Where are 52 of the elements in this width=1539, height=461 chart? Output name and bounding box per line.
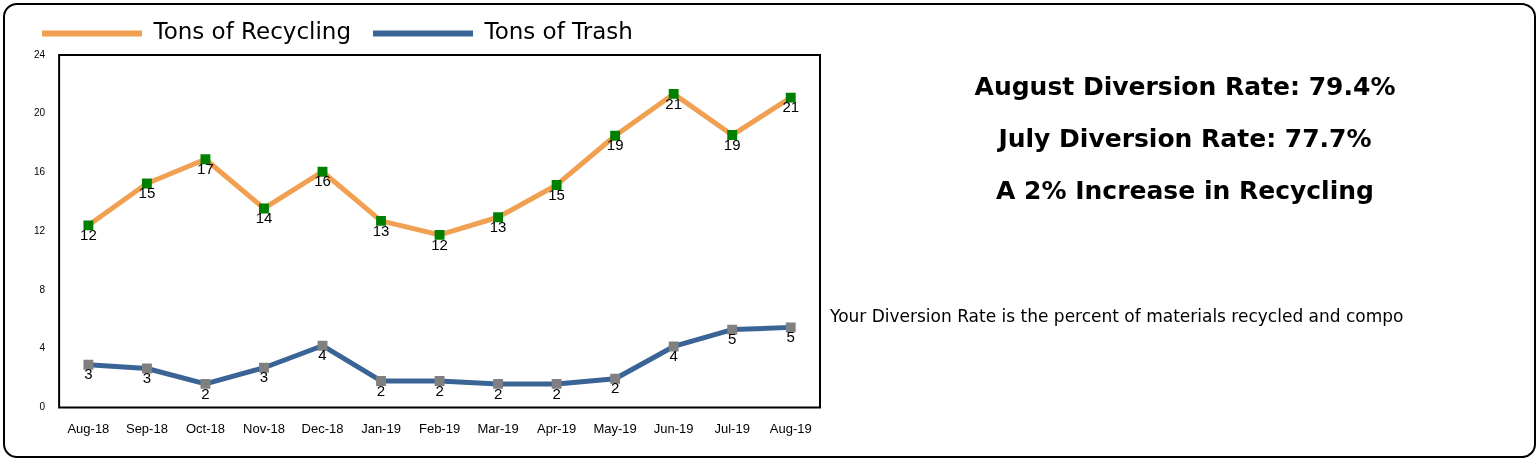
- data-label: 3: [259, 368, 269, 386]
- data-label: 15: [548, 185, 565, 203]
- x-tick-label: Oct-18: [185, 420, 225, 436]
- y-tick-label: 12: [34, 224, 46, 236]
- data-label: 5: [728, 330, 737, 348]
- data-label: 4: [669, 347, 678, 365]
- data-label: 2: [610, 379, 620, 397]
- y-tick-label: 0: [39, 401, 46, 413]
- legend-label: Tons of Recycling: [152, 18, 352, 45]
- y-tick-label: 8: [39, 283, 46, 295]
- data-label: 2: [435, 381, 444, 399]
- data-label: 13: [372, 221, 390, 239]
- x-tick-label: May-19: [593, 420, 637, 436]
- x-tick-label: Aug-19: [769, 420, 812, 436]
- data-label: 12: [80, 225, 97, 243]
- data-label: 2: [376, 381, 386, 399]
- data-label: 13: [489, 217, 507, 235]
- data-label: 3: [142, 369, 152, 387]
- x-tick-label: Apr-19: [537, 420, 577, 436]
- data-label: 3: [84, 365, 93, 383]
- data-label: 21: [782, 98, 800, 116]
- x-tick-label: Dec-18: [301, 420, 344, 436]
- data-label: 21: [665, 94, 683, 112]
- x-tick-label: Nov-18: [243, 420, 285, 436]
- data-label: 14: [255, 209, 273, 227]
- text: August Diversion Rate: 79.4%: [973, 72, 1397, 101]
- x-tick-label: Sep-18: [125, 420, 168, 436]
- text: A 2% Increase in Recycling: [995, 176, 1375, 205]
- data-label: 5: [786, 328, 795, 346]
- data-label: 17: [197, 159, 214, 177]
- data-label: 2: [201, 384, 210, 402]
- data-label: 16: [314, 172, 331, 190]
- legend-label: Tons of Trash: [483, 18, 633, 45]
- x-tick-label: Jul-19: [714, 420, 750, 436]
- data-label: 12: [431, 235, 448, 253]
- y-tick-label: 4: [39, 342, 46, 354]
- y-tick-label: 16: [34, 166, 46, 178]
- y-tick-label: 20: [34, 107, 46, 119]
- x-tick-label: Feb-19: [418, 420, 461, 436]
- data-label: 19: [606, 136, 624, 154]
- x-tick-label: Jun-19: [653, 420, 694, 436]
- data-label: 2: [493, 384, 503, 402]
- data-label: 19: [723, 135, 741, 153]
- y-tick-label: 24: [34, 48, 46, 60]
- text: Your Diversion Rate is the percent of materials recycled and compo: [830, 306, 1405, 326]
- text: July Diversion Rate: 77.7%: [996, 124, 1373, 153]
- x-tick-label: Aug-18: [67, 420, 110, 436]
- data-label: 15: [138, 184, 156, 202]
- data-label: 2: [552, 384, 561, 402]
- data-label: 4: [318, 346, 327, 364]
- x-tick-label: Mar-19: [477, 420, 519, 436]
- x-tick-label: Jan-19: [361, 420, 401, 436]
